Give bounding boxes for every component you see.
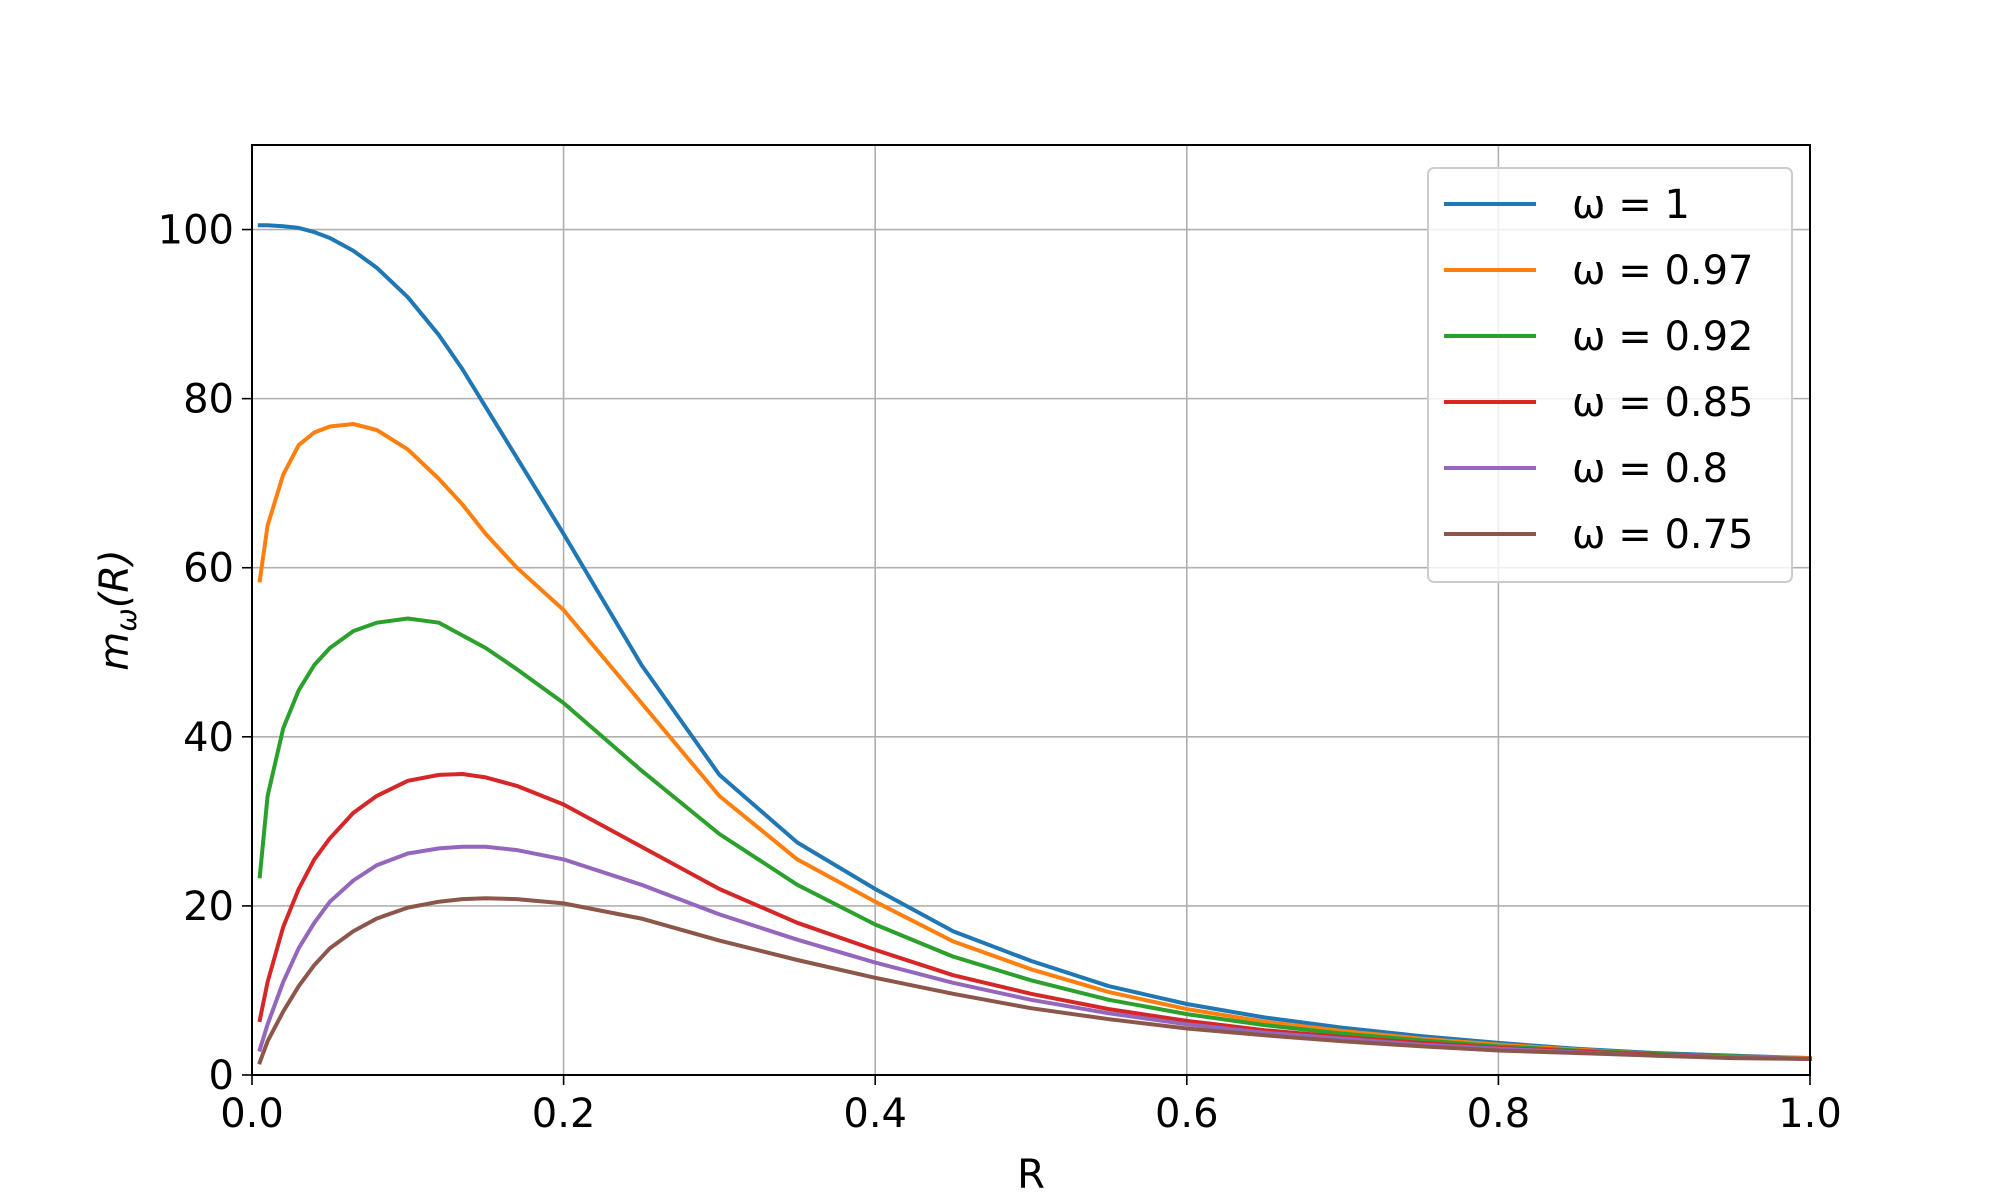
series-line-5 bbox=[257, 896, 1813, 1065]
y-tick-label: 20 bbox=[183, 884, 234, 930]
y-tick-label: 100 bbox=[158, 208, 234, 254]
y-axis-label: mω(R) bbox=[92, 549, 143, 670]
x-tick-label: 0.6 bbox=[1155, 1091, 1219, 1137]
legend: ω = 1 ω = 0.97 ω = 0.92 ω = 0.85 ω = 0.8 ω = … bbox=[1427, 167, 1793, 583]
series-line-3 bbox=[257, 772, 1813, 1061]
legend-entry-4: ω = 0.8 bbox=[1572, 446, 1728, 492]
legend-entry-2: ω = 0.92 bbox=[1572, 314, 1754, 360]
y-tick-label: 40 bbox=[183, 715, 234, 761]
y-tick-label: 0 bbox=[209, 1053, 234, 1099]
series-line-2 bbox=[257, 616, 1813, 1061]
legend-entry-1: ω = 0.97 bbox=[1572, 248, 1754, 294]
legend-entry-3: ω = 0.85 bbox=[1572, 380, 1754, 426]
y-tick-label: 80 bbox=[183, 377, 234, 423]
y-axis-label-base: m bbox=[92, 632, 138, 671]
x-tick-label: 1.0 bbox=[1778, 1091, 1842, 1137]
series-lines bbox=[257, 223, 1813, 1065]
x-axis-label: R bbox=[1017, 1152, 1045, 1198]
series-line-4 bbox=[257, 844, 1813, 1061]
x-tick-label: 0.8 bbox=[1467, 1091, 1531, 1137]
series-line-0 bbox=[257, 223, 1813, 1061]
legend-entry-0: ω = 1 bbox=[1572, 182, 1690, 228]
axis-ticks: 0.0 0.2 0.4 0.6 0.8 1.0 0 20 40 60 80 100 bbox=[158, 208, 1842, 1137]
legend-entry-5: ω = 0.75 bbox=[1572, 512, 1754, 558]
x-tick-label: 0.0 bbox=[220, 1091, 284, 1137]
y-axis-label-arg: (R) bbox=[92, 549, 138, 608]
x-tick-label: 0.4 bbox=[843, 1091, 907, 1137]
x-tick-label: 0.2 bbox=[532, 1091, 596, 1137]
y-tick-label: 60 bbox=[183, 546, 234, 592]
y-axis-label-sub: ω bbox=[110, 608, 143, 631]
plot-frame bbox=[251, 144, 1811, 1076]
